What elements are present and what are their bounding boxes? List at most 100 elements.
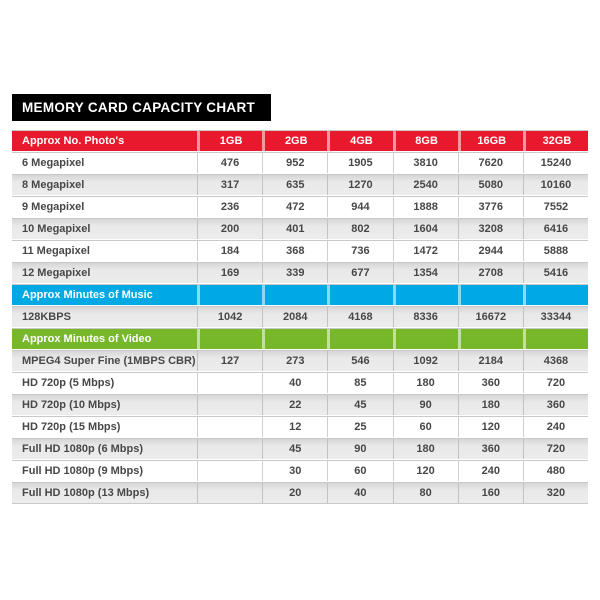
value-cell: 120	[392, 461, 458, 481]
section-header-row: Approx Minutes of Video	[12, 328, 588, 349]
value-cell	[197, 395, 262, 415]
value-cell: 320	[522, 483, 588, 503]
value-cell: 40	[262, 373, 327, 393]
value-cell: 240	[457, 461, 523, 481]
value-cell: 180	[392, 373, 458, 393]
table-row: 6 Megapixel 476 952 1905 3810 7620 15240	[12, 152, 588, 173]
value-cell: 22	[262, 395, 327, 415]
value-cell	[197, 417, 262, 437]
value-cell: 7620	[457, 153, 523, 173]
value-cell: 90	[327, 439, 392, 459]
row-label: HD 720p (15 Mbps)	[22, 421, 121, 433]
value-cell: 30	[262, 461, 327, 481]
value-cell: 180	[392, 439, 458, 459]
value-cell: 677	[327, 263, 392, 283]
section-header-label: Approx Minutes of Video	[22, 333, 152, 345]
table-row: 10 Megapixel 200 401 802 1604 3208 6416	[12, 218, 588, 239]
row-label: Full HD 1080p (13 Mbps)	[22, 487, 150, 499]
value-cell: 720	[522, 439, 588, 459]
row-label: HD 720p (10 Mbps)	[22, 399, 121, 411]
value-cell: 360	[522, 395, 588, 415]
value-cell: 1354	[392, 263, 458, 283]
value-cell: 360	[457, 439, 523, 459]
value-cell: 12	[262, 417, 327, 437]
section-header-row: Approx Minutes of Music	[12, 284, 588, 305]
section-header-cell	[327, 285, 392, 305]
value-cell: 720	[522, 373, 588, 393]
value-cell: 60	[392, 417, 458, 437]
value-cell: 160	[457, 483, 523, 503]
chart-title: MEMORY CARD CAPACITY CHART	[12, 94, 272, 121]
table-row: HD 720p (5 Mbps) 40 85 180 360 720	[12, 372, 588, 393]
value-cell: 472	[262, 197, 327, 217]
column-header-16gb: 16GB	[457, 131, 523, 151]
value-cell: 736	[327, 241, 392, 261]
value-cell: 4168	[327, 307, 392, 327]
value-cell: 1270	[327, 175, 392, 195]
value-cell	[197, 373, 262, 393]
section-header-cell	[262, 329, 327, 349]
value-cell: 3810	[392, 153, 458, 173]
section-header-cell	[457, 285, 523, 305]
value-cell: 45	[262, 439, 327, 459]
value-cell: 1604	[392, 219, 458, 239]
value-cell: 80	[392, 483, 458, 503]
value-cell: 25	[327, 417, 392, 437]
value-cell: 240	[522, 417, 588, 437]
value-cell: 33344	[522, 307, 588, 327]
table-row: 12 Megapixel 169 339 677 1354 2708 5416	[12, 262, 588, 283]
value-cell: 5080	[457, 175, 523, 195]
value-cell: 169	[197, 263, 262, 283]
row-label: 6 Megapixel	[22, 157, 85, 169]
row-label: Full HD 1080p (6 Mbps)	[22, 443, 144, 455]
section-header-cell	[327, 329, 392, 349]
value-cell: 20	[262, 483, 327, 503]
value-cell: 7552	[522, 197, 588, 217]
row-label: 10 Megapixel	[22, 223, 91, 235]
row-label: 12 Megapixel	[22, 267, 91, 279]
value-cell	[197, 461, 262, 481]
value-cell: 5416	[522, 263, 588, 283]
value-cell: 944	[327, 197, 392, 217]
value-cell	[197, 439, 262, 459]
value-cell: 6416	[522, 219, 588, 239]
row-label: MPEG4 Super Fine (1MBPS CBR)	[22, 355, 196, 367]
table-row: 128KBPS 1042 2084 4168 8336 16672 33344	[12, 306, 588, 327]
row-label: 8 Megapixel	[22, 179, 85, 191]
section-header-cell	[392, 285, 458, 305]
value-cell: 184	[197, 241, 262, 261]
section-header-cell	[457, 329, 523, 349]
value-cell: 2708	[457, 263, 523, 283]
value-cell: 3776	[457, 197, 523, 217]
section-header-label: Approx No. Photo's	[22, 135, 125, 147]
row-label: 9 Megapixel	[22, 201, 85, 213]
value-cell: 15240	[522, 153, 588, 173]
value-cell: 236	[197, 197, 262, 217]
value-cell: 3208	[457, 219, 523, 239]
value-cell: 4368	[522, 351, 588, 371]
value-cell: 40	[327, 483, 392, 503]
table-row: MPEG4 Super Fine (1MBPS CBR) 127 273 546 109…	[12, 350, 588, 371]
value-cell: 200	[197, 219, 262, 239]
value-cell: 85	[327, 373, 392, 393]
table-row: 8 Megapixel 317 635 1270 2540 5080 10160	[12, 174, 588, 195]
value-cell: 60	[327, 461, 392, 481]
section-header-cell	[522, 329, 588, 349]
table-row: HD 720p (10 Mbps) 22 45 90 180 360	[12, 394, 588, 415]
value-cell: 5888	[522, 241, 588, 261]
value-cell: 16672	[457, 307, 523, 327]
value-cell: 2084	[262, 307, 327, 327]
value-cell: 360	[457, 373, 523, 393]
value-cell: 546	[327, 351, 392, 371]
value-cell: 476	[197, 153, 262, 173]
value-cell: 90	[392, 395, 458, 415]
value-cell: 8336	[392, 307, 458, 327]
section-header-cell	[522, 285, 588, 305]
value-cell: 1092	[392, 351, 458, 371]
value-cell: 635	[262, 175, 327, 195]
section-header-cell	[197, 285, 262, 305]
value-cell: 1042	[197, 307, 262, 327]
row-label: Full HD 1080p (9 Mbps)	[22, 465, 144, 477]
column-header-2gb: 2GB	[262, 131, 327, 151]
